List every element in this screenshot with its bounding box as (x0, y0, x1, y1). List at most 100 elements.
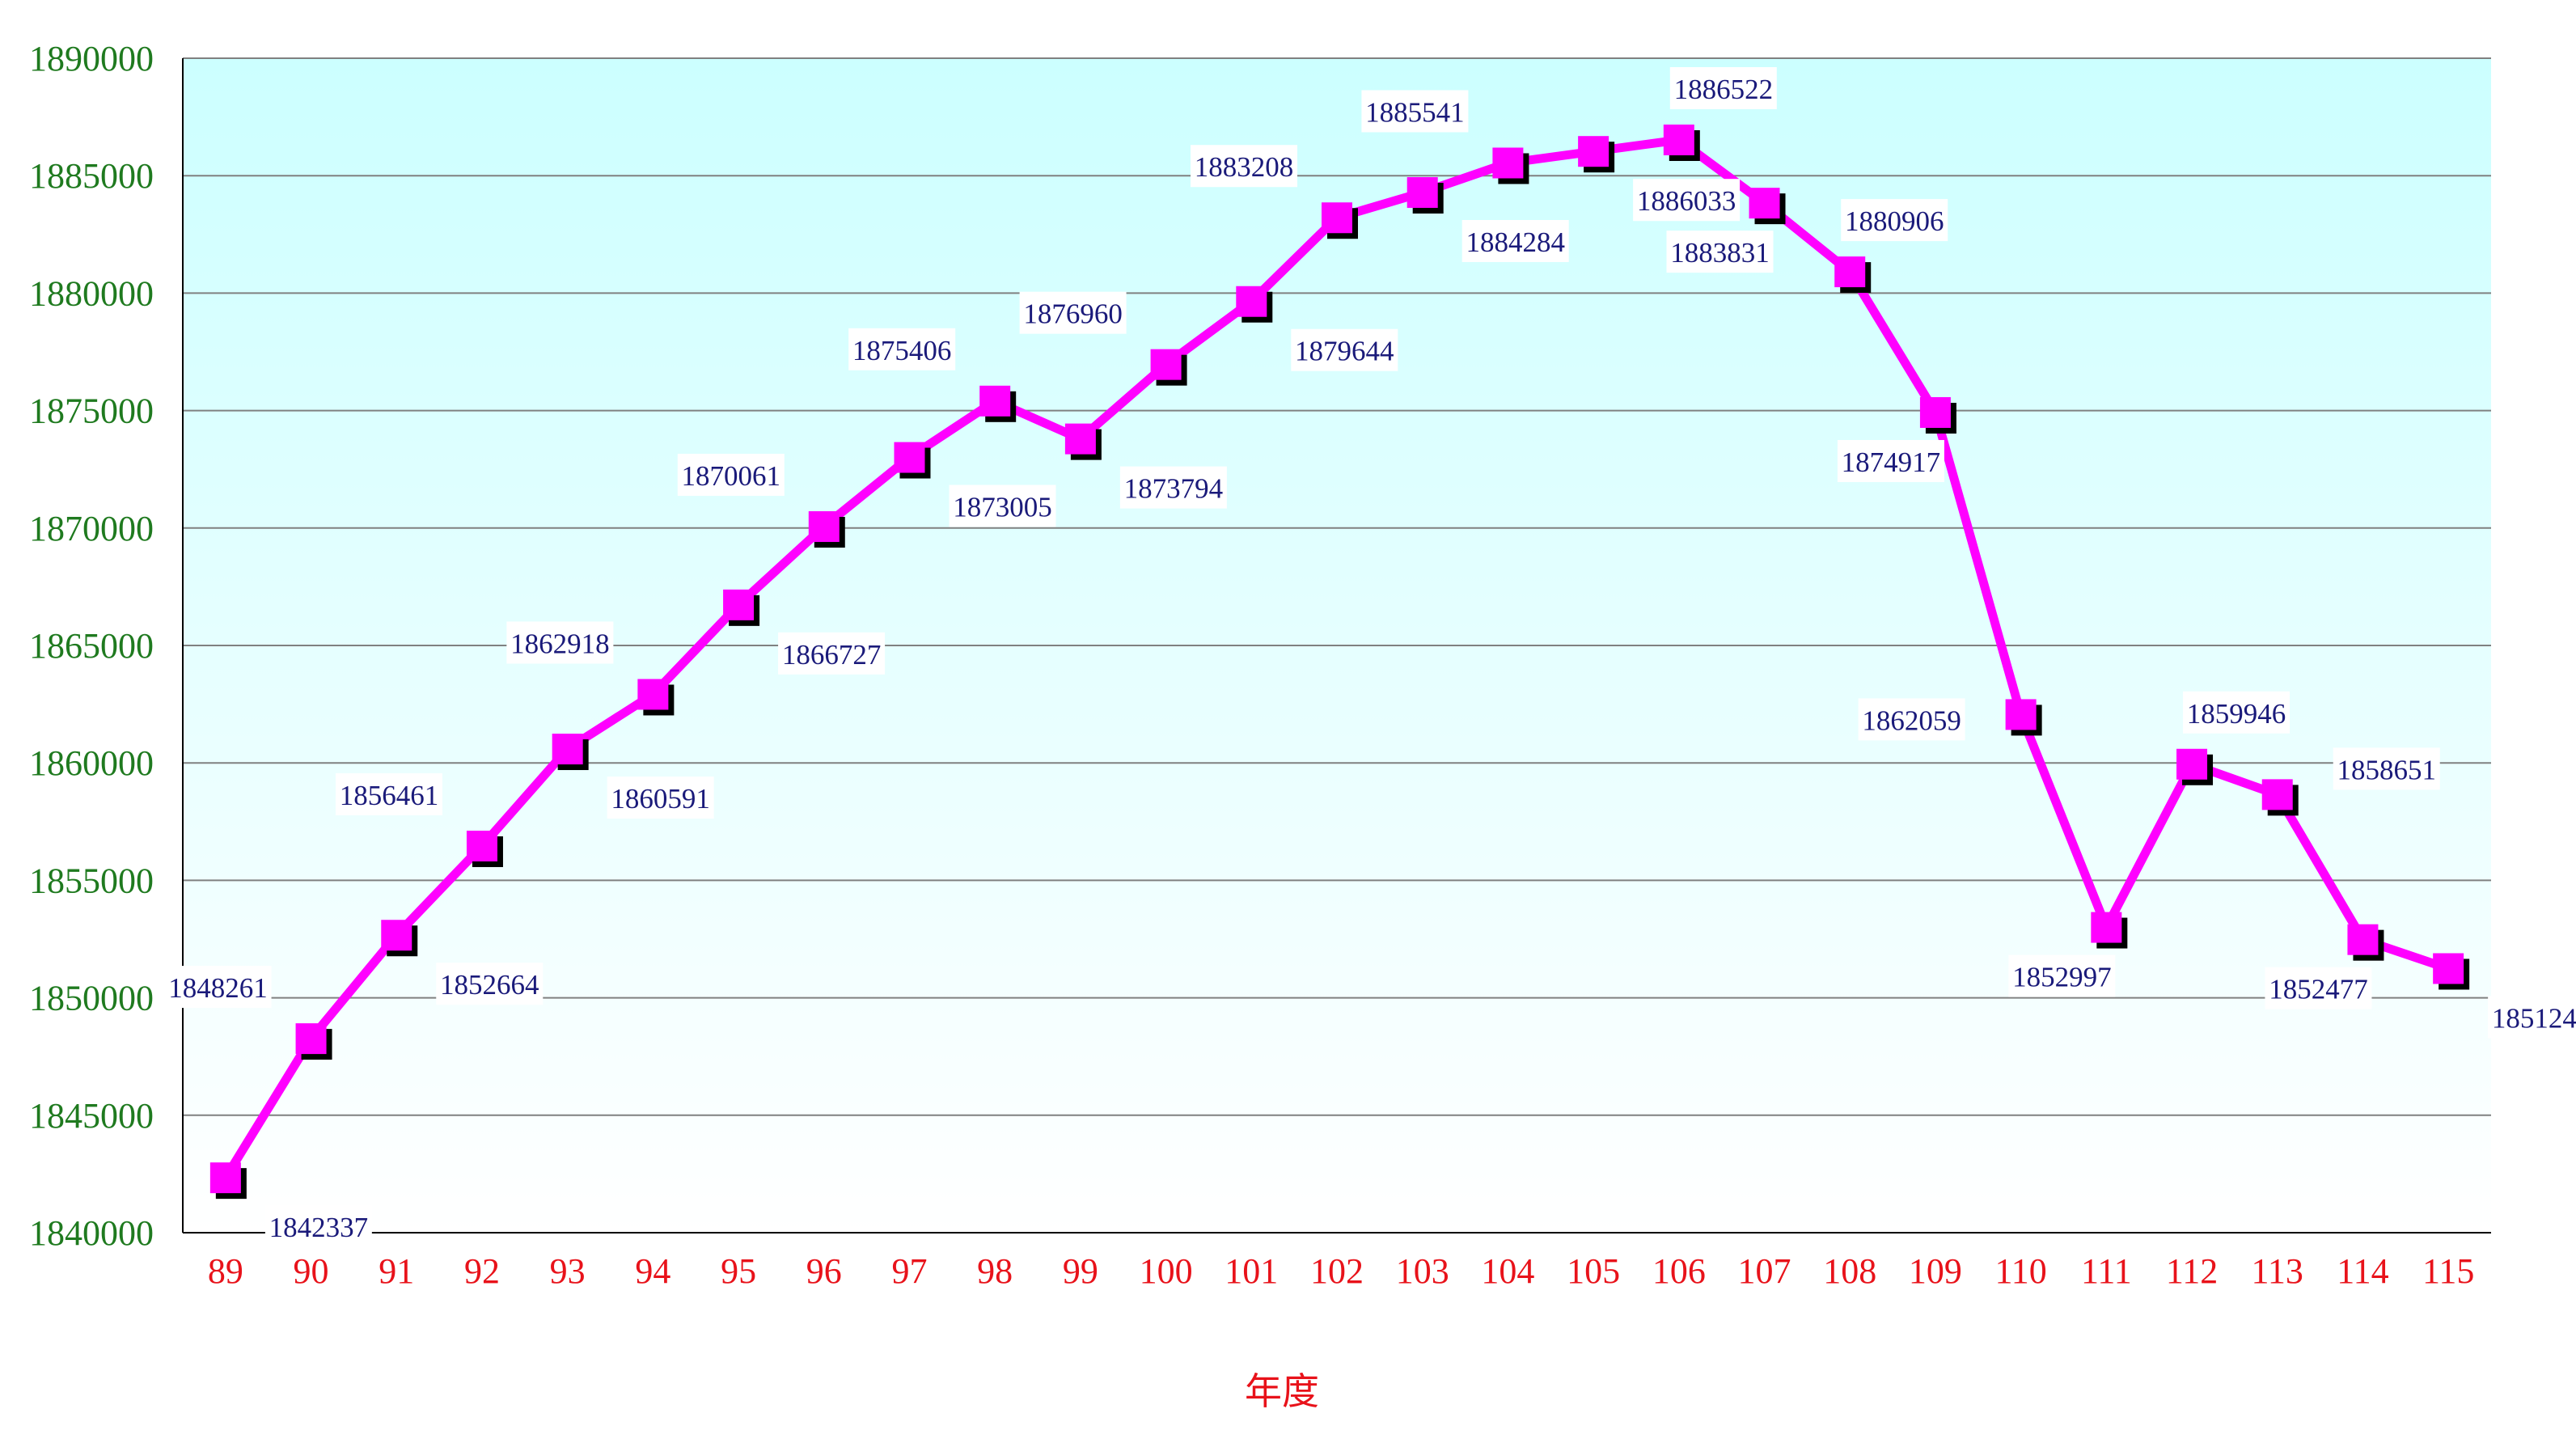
x-tick-label: 112 (2166, 1251, 2218, 1291)
y-tick-label: 1840000 (29, 1213, 154, 1253)
marker (1749, 188, 1780, 219)
marker (637, 679, 669, 710)
y-axis-ticks: 1840000 1845000 1850000 1855000 1860000 18650… (29, 39, 154, 1253)
x-axis-ticks: 89 90 91 92 93 94 95 96 97 98 99 100 101 102 103 104 105… (208, 1251, 2474, 1291)
data-label-bg (335, 772, 442, 815)
x-tick-label: 109 (1909, 1251, 1962, 1291)
data-point-marker (2005, 699, 2042, 736)
series-markers (209, 125, 2470, 1200)
data-point-marker (295, 1023, 332, 1060)
x-tick-label: 90 (294, 1251, 329, 1291)
data-point-marker (1578, 136, 1615, 173)
data-label-bg (1119, 466, 1227, 509)
data-label-bg (1461, 219, 1569, 262)
x-tick-label: 104 (1481, 1251, 1534, 1291)
data-label: 1866727 (778, 632, 886, 675)
data-label-bg (607, 777, 714, 819)
marker (2176, 748, 2208, 780)
data-label-bg (949, 485, 1056, 527)
data-point-marker (1749, 188, 1786, 225)
y-tick-label: 1850000 (29, 979, 154, 1018)
data-label-bg (2488, 996, 2576, 1039)
x-tick-label: 115 (2422, 1251, 2474, 1291)
data-label-bg (2265, 967, 2372, 1009)
data-label: 1873005 (949, 485, 1056, 527)
axes (182, 58, 2491, 1234)
data-label: 1859946 (2183, 691, 2290, 734)
marker (1150, 349, 1182, 380)
data-label: 1870061 (677, 454, 785, 497)
data-label-text: 1879644 (1295, 336, 1394, 367)
data-label: 1852664 (436, 963, 544, 1005)
data-label-bg (1361, 90, 1469, 133)
data-point-marker (979, 385, 1017, 422)
marker (1406, 176, 1438, 208)
data-label: 1842337 (264, 1205, 372, 1248)
data-point-marker (1236, 286, 1273, 323)
x-tick-label: 106 (1652, 1251, 1706, 1291)
data-point-marker (1919, 397, 1956, 434)
data-label: 1884284 (1461, 219, 1569, 262)
x-tick-label: 92 (464, 1251, 500, 1291)
data-label-bg (1633, 179, 1741, 222)
data-point-marker (808, 511, 845, 548)
data-label-text: 1842337 (269, 1212, 369, 1243)
data-point-marker (2091, 912, 2128, 949)
data-point-marker (2261, 779, 2299, 816)
data-label-bg (2183, 691, 2290, 734)
marker (1834, 256, 1866, 288)
data-point-marker (723, 589, 760, 626)
marker (1064, 423, 1096, 455)
data-label-text: 1859946 (2187, 698, 2286, 730)
data-label-text: 1885541 (1365, 96, 1465, 128)
data-label-bg (164, 966, 272, 1009)
marker (1919, 397, 1951, 429)
data-label: 1885541 (1361, 90, 1469, 133)
data-label-text: 1851244 (2492, 1002, 2576, 1034)
data-label-bg (1858, 698, 1965, 741)
data-label-text: 1883831 (1670, 237, 1770, 269)
data-label: 1852477 (2265, 967, 2372, 1009)
data-label-text: 1884284 (1466, 226, 1565, 258)
data-label: 1852997 (2008, 954, 2116, 997)
marker (466, 830, 497, 861)
data-label-text: 1862918 (510, 628, 610, 659)
data-label-text: 1880906 (1845, 205, 1944, 237)
marker (295, 1023, 327, 1055)
data-label-text: 1873794 (1124, 473, 1224, 505)
y-tick-label: 1845000 (29, 1096, 154, 1136)
x-tick-label: 107 (1738, 1251, 1791, 1291)
data-label-text: 1852477 (2269, 974, 2368, 1005)
x-tick-label: 110 (1994, 1251, 2046, 1291)
x-tick-label: 102 (1310, 1251, 1364, 1291)
data-point-marker (894, 442, 931, 479)
y-tick-label: 1870000 (29, 509, 154, 548)
x-tick-label: 94 (635, 1251, 670, 1291)
x-tick-label: 101 (1225, 1251, 1278, 1291)
data-label: 1883208 (1191, 145, 1297, 188)
data-label-bg (677, 454, 785, 497)
y-tick-label: 1890000 (29, 39, 154, 78)
data-point-marker (1322, 202, 1358, 239)
marker (1322, 202, 1352, 234)
data-label: 1873794 (1119, 466, 1227, 509)
data-label-bg (1666, 231, 1774, 273)
marker (723, 589, 755, 620)
data-label-text: 1852997 (2012, 962, 2112, 993)
data-point-marker (1406, 176, 1444, 214)
marker (552, 734, 583, 765)
x-tick-label: 91 (379, 1251, 414, 1291)
data-point-marker (1492, 147, 1529, 184)
x-tick-label: 95 (721, 1251, 756, 1291)
data-point-marker (2433, 953, 2470, 990)
data-point-marker (1064, 423, 1102, 460)
data-label-text: 1852664 (440, 969, 539, 1001)
data-label-text: 1886522 (1674, 74, 1774, 105)
x-tick-label: 93 (550, 1251, 586, 1291)
marker (2433, 953, 2464, 984)
data-label-text: 1886033 (1637, 185, 1736, 217)
data-label-text: 1848261 (168, 972, 268, 1004)
y-tick-label: 1875000 (29, 391, 154, 431)
data-point-marker (1834, 256, 1872, 294)
